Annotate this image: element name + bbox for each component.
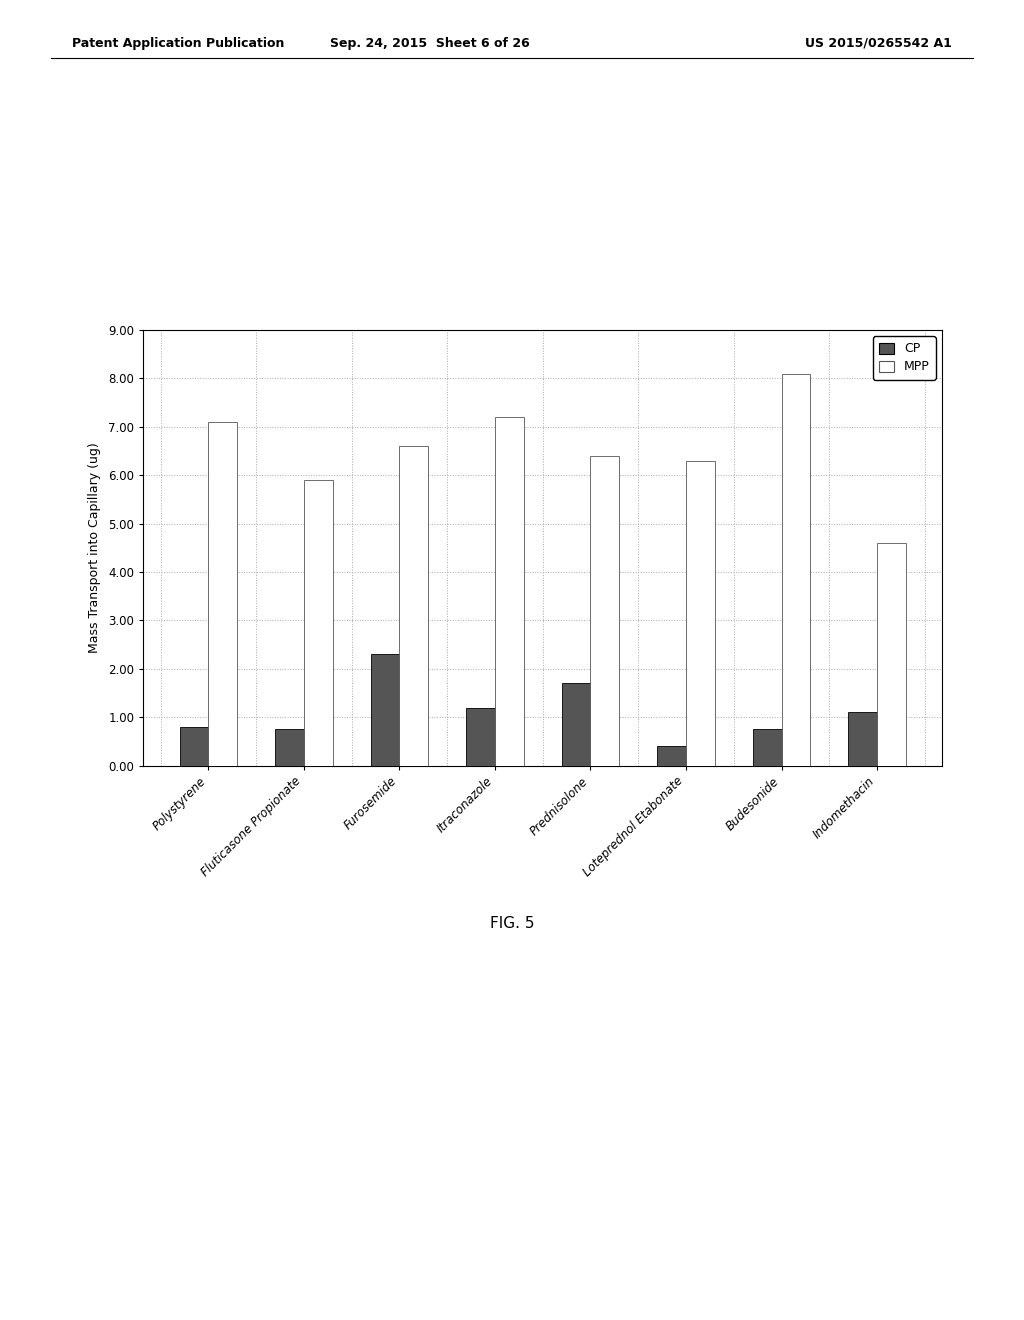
- Bar: [657, 746, 686, 766]
- Bar: [781, 374, 810, 766]
- Text: US 2015/0265542 A1: US 2015/0265542 A1: [806, 37, 952, 50]
- Bar: [208, 422, 237, 766]
- Bar: [591, 455, 620, 766]
- Text: Patent Application Publication: Patent Application Publication: [72, 37, 284, 50]
- Bar: [849, 713, 878, 766]
- Bar: [562, 684, 591, 766]
- Bar: [304, 480, 333, 766]
- Text: Sep. 24, 2015  Sheet 6 of 26: Sep. 24, 2015 Sheet 6 of 26: [330, 37, 530, 50]
- Text: FIG. 5: FIG. 5: [489, 916, 535, 932]
- Bar: [686, 461, 715, 766]
- Bar: [466, 708, 495, 766]
- Bar: [753, 729, 781, 766]
- Y-axis label: Mass Transport into Capillary (ug): Mass Transport into Capillary (ug): [88, 442, 101, 653]
- Bar: [179, 727, 208, 766]
- Bar: [495, 417, 523, 766]
- Legend: CP, MPP: CP, MPP: [872, 337, 936, 380]
- Bar: [371, 655, 399, 766]
- Bar: [399, 446, 428, 766]
- Bar: [878, 543, 906, 766]
- Bar: [275, 729, 304, 766]
